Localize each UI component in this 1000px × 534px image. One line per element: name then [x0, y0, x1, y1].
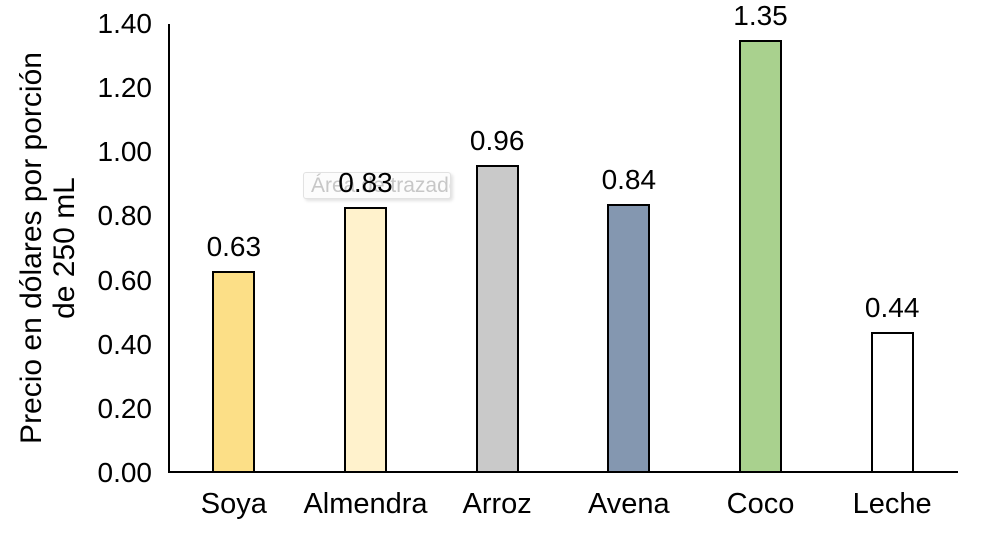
y-tick-label: 0.80: [97, 200, 153, 232]
x-axis-line: [168, 471, 958, 473]
bar-value-label-soya: 0.63: [206, 230, 262, 262]
y-tick-label: 0.20: [97, 392, 153, 424]
category-label-coco: Coco: [726, 488, 795, 520]
plot-area-hover-tooltip: Área de trazado: [303, 172, 451, 199]
y-tick-label: 1.40: [97, 8, 153, 39]
bar-leche[interactable]: [870, 331, 914, 473]
category-label-almendra: Almendra: [303, 488, 428, 520]
y-axis-title: Precio en dólares por porción de 250 mL: [15, 52, 81, 444]
bar-coco[interactable]: [739, 40, 782, 473]
y-tick-label: 0.60: [97, 264, 153, 296]
y-tick-label: 1.00: [97, 136, 153, 168]
tooltip-text: Área de trazado: [311, 174, 451, 197]
bar-value-label-leche: 0.44: [864, 291, 920, 323]
category-label-arroz: Arroz: [462, 488, 532, 520]
bar-soya[interactable]: [212, 270, 256, 473]
bar-avena[interactable]: [607, 203, 651, 473]
y-axis-line: [168, 24, 170, 473]
bar-value-label-avena: 0.84: [601, 163, 657, 195]
bar-almendra[interactable]: [344, 206, 387, 473]
bar-arroz[interactable]: [475, 165, 519, 473]
category-label-leche: Leche: [852, 488, 932, 520]
bar-value-label-almendra: 0.83: [338, 166, 393, 198]
bar-value-label-coco: 1.35: [733, 0, 788, 32]
bar-value-label-arroz: 0.96: [469, 125, 525, 157]
category-label-avena: Avena: [587, 488, 670, 520]
category-label-soya: Soya: [200, 488, 267, 520]
y-tick-label: 0.00: [97, 457, 153, 488]
y-tick-label: 0.40: [97, 328, 153, 360]
y-tick-label: 1.20: [97, 72, 153, 104]
